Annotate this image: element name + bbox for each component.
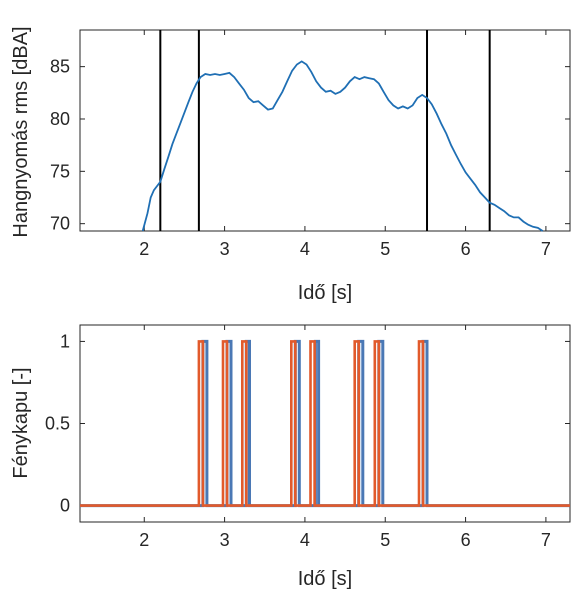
y-tick-label: 70	[50, 214, 70, 234]
y-tick-label: 0	[60, 496, 70, 516]
y-tick-label: 85	[50, 57, 70, 77]
x-tick-label: 2	[139, 530, 149, 550]
y-tick-label: 80	[50, 109, 70, 129]
plot2-x-axis-label: Idő [s]	[298, 568, 352, 590]
x-tick-label: 5	[380, 239, 390, 259]
sound-pressure-plot: 2 3 4 5 6 7 70 75 80 85 Idő [s] Hangnyomás rms […	[10, 26, 571, 304]
x-tick-label: 3	[220, 239, 230, 259]
plot2-x-ticks: 2 3 4 5 6 7	[139, 325, 551, 550]
x-tick-label: 6	[461, 530, 471, 550]
light-gate-series-1	[80, 339, 570, 508]
plot1-marker-lines	[159, 30, 491, 231]
plot2-y-axis-label: Fénykapu [-]	[10, 367, 32, 478]
plot1-axes-box	[79, 29, 571, 232]
plot2-axes-box	[79, 324, 571, 523]
y-tick-label: 75	[50, 161, 70, 181]
plot1-x-axis-label: Idő [s]	[298, 282, 352, 304]
x-tick-label: 3	[220, 530, 230, 550]
x-tick-label: 4	[300, 530, 310, 550]
x-tick-label: 5	[380, 530, 390, 550]
x-tick-label: 6	[461, 239, 471, 259]
x-tick-label: 7	[541, 530, 551, 550]
plot1-y-ticks: 70 75 80 85	[50, 57, 570, 234]
plot2-y-ticks: 00.51	[45, 331, 570, 516]
plot1-y-axis-label: Hangnyomás rms [dBA]	[10, 26, 32, 237]
x-tick-label: 4	[300, 239, 310, 259]
x-tick-label: 2	[139, 239, 149, 259]
y-tick-label: 0.5	[45, 414, 70, 434]
y-tick-label: 1	[60, 331, 70, 351]
x-tick-label: 7	[541, 239, 551, 259]
sound-pressure-line	[141, 60, 544, 232]
plot1-x-ticks: 2 3 4 5 6 7	[139, 30, 551, 259]
light-gate-series-2	[80, 340, 570, 507]
